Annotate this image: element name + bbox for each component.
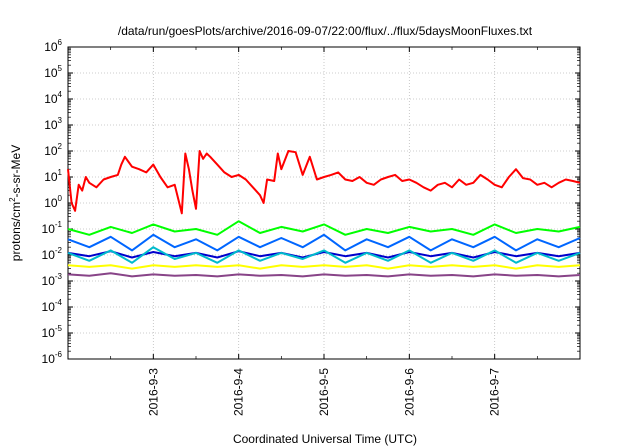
x-tick-label: 2016-9-7	[488, 368, 502, 416]
y-tick-label-base: 10	[44, 66, 58, 80]
y-tick-label: 102	[44, 142, 62, 158]
y-tick-label-exp: -4	[55, 298, 63, 307]
y-tick-label-exp: 2	[58, 142, 63, 151]
y-tick-label: 10-4	[42, 298, 63, 314]
y-tick-label-exp: 0	[58, 194, 63, 203]
y-tick-label: 10-1	[42, 220, 63, 236]
x-tick-label: 2016-9-4	[232, 368, 246, 416]
y-axis-label: protons/cm2-s-sr-MeV	[8, 145, 23, 261]
y-tick-label: 104	[44, 90, 62, 106]
y-tick-labels: 10-610-510-410-310-210-11001011021031041…	[42, 38, 63, 366]
chart-title: /data/run/goesPlots/archive/2016-09-07/2…	[118, 24, 533, 38]
y-tick-label-exp: 1	[58, 168, 63, 177]
series-line	[67, 150, 581, 215]
y-tick-label-base: 10	[44, 170, 58, 184]
y-tick-label-base: 10	[42, 326, 56, 340]
y-tick-label: 105	[44, 64, 62, 80]
y-tick-label-exp: 3	[58, 116, 63, 125]
y-tick-label-base: 10	[42, 248, 56, 262]
y-tick-label: 103	[44, 116, 62, 132]
x-tick-label: 2016-9-6	[402, 368, 416, 416]
series-line	[67, 272, 581, 278]
x-tick-label: 2016-9-3	[146, 368, 160, 416]
grid	[68, 47, 580, 359]
y-tick-label: 10-3	[42, 272, 63, 288]
axis-ticks	[68, 46, 580, 360]
y-axis-label-before: protons/cm	[9, 202, 23, 261]
x-tick-labels: 2016-9-3 2016-9-4 2016-9-5 2016-9-6 2016-9-7	[146, 368, 501, 416]
y-tick-label-base: 10	[44, 144, 58, 158]
y-axis-label-after: -s-sr-MeV	[9, 145, 23, 198]
y-tick-label-base: 10	[44, 92, 58, 106]
y-tick-label-exp: 4	[58, 90, 63, 99]
series-line	[67, 246, 581, 264]
y-tick-label-exp: -3	[55, 272, 63, 281]
y-tick-label-base: 10	[42, 222, 56, 236]
y-tick-label-base: 10	[44, 118, 58, 132]
series-line	[67, 250, 581, 259]
series-line	[67, 264, 581, 270]
y-tick-label-exp: 5	[58, 64, 63, 73]
y-tick-label-base: 10	[42, 274, 56, 288]
y-tick-label: 101	[44, 168, 62, 184]
y-tick-label-base: 10	[44, 40, 58, 54]
y-tick-label-exp: -1	[55, 220, 63, 229]
y-tick-label-exp: 6	[58, 38, 63, 47]
y-tick-label: 10-6	[42, 350, 63, 366]
y-tick-label: 100	[44, 194, 62, 210]
y-axis-label-sup: 2	[8, 197, 17, 202]
y-tick-label-exp: -6	[55, 350, 63, 359]
x-axis-label: Coordinated Universal Time (UTC)	[233, 432, 417, 446]
y-tick-label-base: 10	[42, 352, 56, 366]
y-tick-label-exp: -5	[55, 324, 63, 333]
x-tick-label: 2016-9-5	[317, 368, 331, 416]
series-line	[67, 233, 581, 252]
y-tick-label: 10-2	[42, 246, 63, 262]
series-line	[67, 220, 581, 236]
y-tick-label-base: 10	[44, 196, 58, 210]
series-group	[67, 150, 581, 278]
y-tick-label: 106	[44, 38, 62, 54]
y-tick-label-exp: -2	[55, 246, 63, 255]
y-tick-label-base: 10	[42, 300, 56, 314]
y-tick-label: 10-5	[42, 324, 63, 340]
